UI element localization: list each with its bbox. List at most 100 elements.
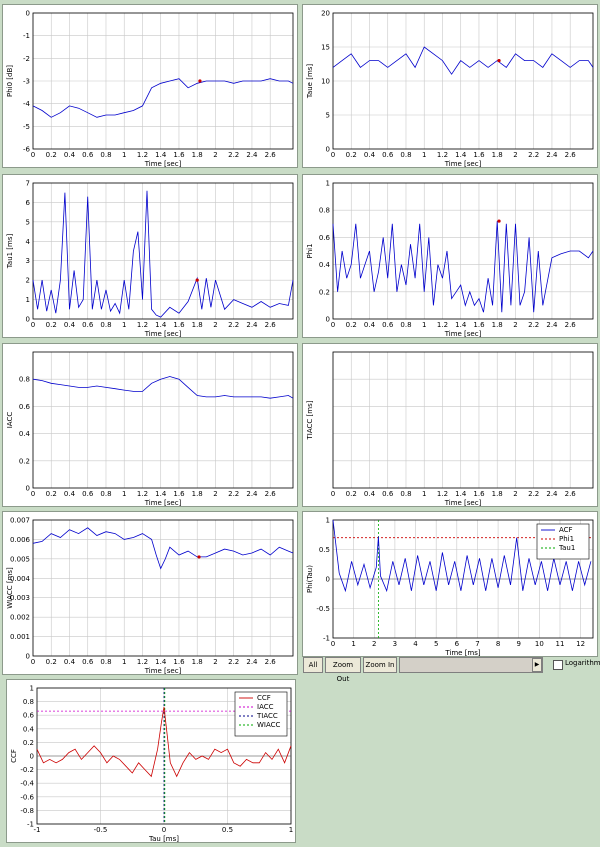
- x-tick-label: 1.6: [173, 490, 185, 498]
- zoom-out-button[interactable]: Zoom Out: [325, 657, 361, 683]
- plot-frame: [32, 519, 294, 657]
- x-tick-label: 0.2: [46, 151, 57, 159]
- x-tick-label: 2.4: [546, 151, 558, 159]
- ccf-chart: -1 -0.5 0 0.5 1 -1 -0.8 -0.6 -0.4 -0.2 0 0.2 0.4 0.6 0…: [6, 679, 296, 843]
- y-tick-label: 0.004: [10, 575, 31, 583]
- y-tick-label: 15: [321, 44, 330, 52]
- legend-label: Tau1: [558, 544, 575, 552]
- x-tick-label: 1.6: [473, 151, 485, 159]
- x-tick-label: 0.2: [346, 321, 357, 329]
- x-tick-label: 2.2: [528, 490, 539, 498]
- x-tick-label: 10: [535, 640, 544, 648]
- x-tick-label: 1.4: [455, 490, 467, 498]
- y-tick-label: 4: [26, 238, 31, 246]
- x-tick-label: 0.4: [64, 321, 76, 329]
- x-tick-label: 2: [213, 151, 217, 159]
- x-tick-label: 2.6: [265, 490, 277, 498]
- x-tick-label: 1.2: [137, 151, 148, 159]
- x-tick-label: 1.8: [492, 321, 503, 329]
- x-tick-label: 0.5: [222, 826, 233, 834]
- y-tick-label: 0: [26, 653, 30, 661]
- y-tick-label: 0: [30, 753, 34, 761]
- x-tick-label: 2.6: [265, 151, 277, 159]
- series-line: [32, 376, 294, 399]
- scroll-right-button[interactable]: ▶: [532, 658, 542, 672]
- iacc-chart: 0 0.2 0.4 0.6 0.8 1 1.2 1.4 1.6 1.8 2 2.2 2.4 2.6 0 0.2…: [2, 343, 298, 507]
- phi1-plot: 0 0.2 0.4 0.6 0.8 1 1.2 1.4 1.6 1.8 2 2.2 2.4 2.6 0 0.2…: [306, 180, 594, 338]
- y-tick-label: 0.003: [10, 594, 30, 602]
- x-tick-label: 2.6: [565, 490, 577, 498]
- series-line: [32, 190, 294, 318]
- y-tick-label: -5: [23, 123, 30, 131]
- cursor-marker: [497, 59, 501, 63]
- x-tick-label: 1.6: [173, 321, 185, 329]
- x-tick-label: 2: [372, 640, 376, 648]
- logarithm-checkbox[interactable]: [553, 660, 563, 670]
- x-tick-label: 1.6: [473, 321, 485, 329]
- series-line: [36, 706, 292, 778]
- x-tick-label: -0.5: [94, 826, 108, 834]
- x-tick-label: 0.4: [364, 151, 376, 159]
- x-tick-label: 0.8: [100, 490, 111, 498]
- y-tick-label: 0: [26, 485, 30, 493]
- x-tick-label: 2: [213, 658, 217, 666]
- horizontal-scrollbar[interactable]: ▶: [399, 657, 543, 673]
- y-tick-label: -0.2: [20, 766, 34, 774]
- y-tick-label: -0.8: [20, 807, 34, 815]
- y-tick-label: 0.2: [319, 288, 330, 296]
- y-tick-label: 1: [326, 517, 330, 525]
- x-tick-label: 2.4: [546, 321, 558, 329]
- x-tick-label: 2.4: [246, 490, 258, 498]
- y-tick-label: 0.6: [319, 234, 331, 242]
- y-tick-label: 0.002: [10, 614, 30, 622]
- phi1-chart: 0 0.2 0.4 0.6 0.8 1 1.2 1.4 1.6 1.8 2 2.2 2.4 2.6 0 0.2…: [302, 174, 598, 338]
- x-axis-label: Time [sec]: [444, 160, 482, 168]
- x-tick-label: 8: [496, 640, 500, 648]
- y-tick-label: 0.6: [19, 403, 31, 411]
- x-tick-label: 0: [31, 151, 35, 159]
- x-tick-label: 4: [413, 640, 418, 648]
- plot-frame: [332, 12, 594, 150]
- y-tick-label: 10: [321, 78, 330, 86]
- y-tick-label: -2: [23, 55, 30, 63]
- x-tick-label: 1.8: [192, 658, 203, 666]
- x-tick-label: 1.2: [137, 658, 148, 666]
- x-tick-label: 1.2: [437, 321, 448, 329]
- x-tick-label: 1.6: [173, 151, 185, 159]
- y-tick-label: 0.4: [19, 430, 31, 438]
- x-tick-label: 2.4: [546, 490, 558, 498]
- x-tick-label: 1: [122, 321, 126, 329]
- zoom-in-button[interactable]: Zoom In: [363, 657, 397, 673]
- x-tick-label: 0.4: [364, 490, 376, 498]
- x-tick-label: 0.4: [364, 321, 376, 329]
- x-tick-label: 2: [213, 321, 217, 329]
- x-tick-label: 1.4: [155, 490, 167, 498]
- x-tick-label: 1.8: [192, 321, 203, 329]
- x-tick-label: 0: [331, 640, 335, 648]
- y-tick-label: -3: [23, 78, 30, 86]
- x-axis-label: Time [sec]: [444, 499, 482, 507]
- series-line: [332, 519, 592, 593]
- x-tick-label: 2.4: [246, 321, 258, 329]
- x-tick-label: 1: [422, 151, 426, 159]
- x-tick-label: 1: [289, 826, 293, 834]
- x-tick-label: 1: [422, 490, 426, 498]
- y-tick-label: 0: [26, 10, 30, 18]
- x-tick-label: 0.6: [382, 151, 394, 159]
- y-tick-label: 0.6: [23, 712, 35, 720]
- x-tick-label: 0.2: [346, 490, 357, 498]
- y-axis-label: Taue [ms]: [306, 64, 314, 100]
- series-line: [32, 78, 294, 118]
- x-tick-label: 0.8: [100, 658, 111, 666]
- all-button[interactable]: All: [303, 657, 323, 673]
- x-tick-label: 1.4: [455, 321, 467, 329]
- x-tick-label: 0.6: [382, 490, 394, 498]
- y-tick-label: 0.006: [10, 536, 31, 544]
- x-tick-label: 1.8: [192, 490, 203, 498]
- x-tick-label: 0: [31, 321, 35, 329]
- y-tick-label: 0.5: [319, 546, 330, 554]
- y-axis-label: Phi0 [dB]: [6, 65, 14, 97]
- x-tick-label: 2.6: [565, 151, 577, 159]
- y-tick-label: 0.8: [319, 207, 330, 215]
- x-axis-label: Time [sec]: [444, 330, 482, 338]
